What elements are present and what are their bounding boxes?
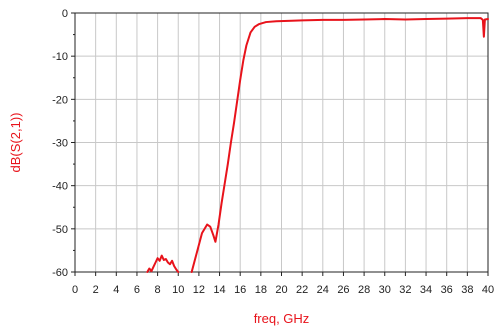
x-tick-label: 32 bbox=[399, 284, 411, 296]
x-tick-label: 20 bbox=[275, 284, 287, 296]
x-tick-label: 0 bbox=[72, 284, 78, 296]
series-s21 bbox=[146, 17, 489, 273]
y-tick-label: -40 bbox=[52, 181, 68, 193]
x-tick-label: 18 bbox=[255, 284, 267, 296]
y-tick-label: 0 bbox=[62, 8, 68, 20]
series-line-segment bbox=[190, 17, 489, 273]
x-tick-label: 34 bbox=[420, 284, 432, 296]
x-tick-label: 28 bbox=[358, 284, 370, 296]
x-tick-label: 6 bbox=[134, 284, 140, 296]
x-tick-label: 36 bbox=[441, 284, 453, 296]
x-tick-label: 22 bbox=[296, 284, 308, 296]
x-tick-label: 24 bbox=[317, 284, 329, 296]
y-tick-label: -50 bbox=[52, 224, 68, 236]
y-axis-label: dB(S(2,1)) bbox=[8, 113, 23, 173]
x-tick-label: 16 bbox=[234, 284, 246, 296]
series-line-segment bbox=[146, 254, 180, 273]
x-tick-label: 8 bbox=[155, 284, 161, 296]
y-tick-label: -60 bbox=[52, 267, 68, 279]
y-tick-label: -10 bbox=[52, 51, 68, 63]
x-tick-label: 30 bbox=[379, 284, 391, 296]
y-tick-label: -20 bbox=[52, 94, 68, 106]
x-tick-label: 12 bbox=[193, 284, 205, 296]
x-tick-label: 4 bbox=[113, 284, 119, 296]
x-tick-label: 26 bbox=[337, 284, 349, 296]
x-axis-label: freq, GHz bbox=[254, 311, 310, 326]
x-tick-label: 2 bbox=[93, 284, 99, 296]
y-tick-label: -30 bbox=[52, 138, 68, 150]
x-tick-label: 40 bbox=[482, 284, 494, 296]
axis-ticks: 0 2 4 6 8 10 12 14 16 18 20 22 24 26 28 30 32 34 36 38 400-1… bbox=[52, 8, 494, 296]
grid bbox=[75, 13, 488, 272]
x-tick-label: 10 bbox=[172, 284, 184, 296]
x-tick-label: 38 bbox=[461, 284, 473, 296]
x-tick-label: 14 bbox=[213, 284, 225, 296]
